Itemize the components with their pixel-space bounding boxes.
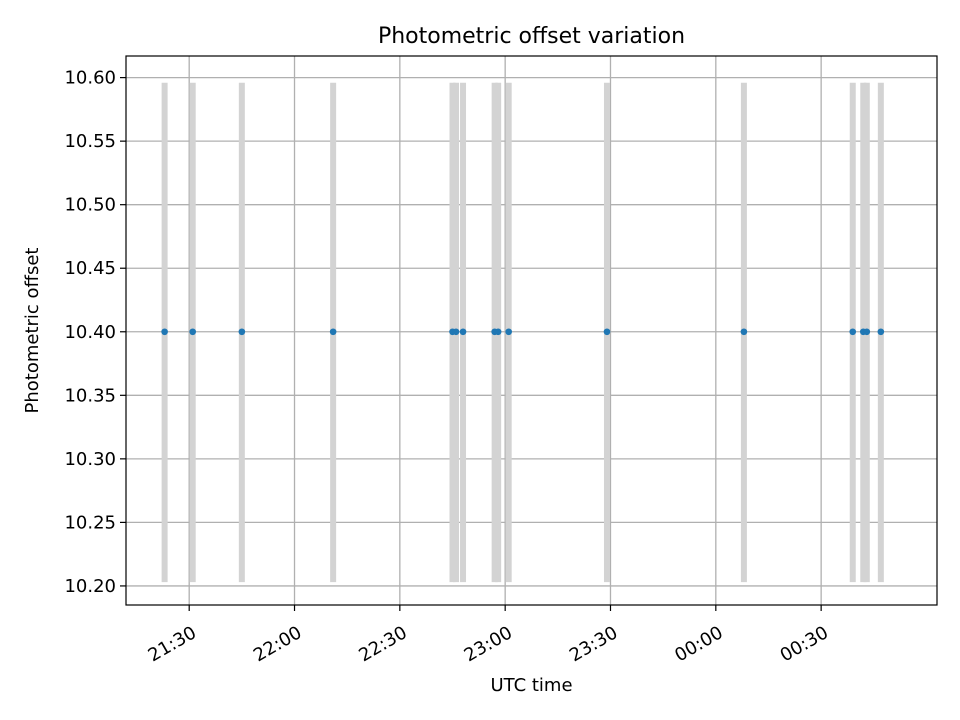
data-point [877, 328, 885, 336]
data-point [603, 328, 611, 336]
x-tick-label: 00:30 [777, 622, 832, 666]
y-tick-label: 10.40 [64, 322, 116, 343]
y-tick-label: 10.25 [64, 512, 116, 533]
x-tick-label: 21:30 [145, 622, 200, 666]
x-tick-label: 22:30 [355, 622, 410, 666]
y-axis-label: Photometric offset [22, 248, 43, 414]
plot-frame [125, 55, 938, 606]
x-tick-label: 23:00 [461, 622, 516, 666]
y-tick-label: 10.35 [64, 385, 116, 406]
data-points [161, 328, 885, 336]
x-tick-label: 00:00 [671, 622, 726, 666]
data-point [494, 328, 502, 336]
x-axis-label: UTC time [490, 675, 572, 696]
x-tick-label: 23:30 [566, 622, 621, 666]
y-tick-label: 10.45 [64, 258, 116, 279]
y-tick-label: 10.20 [64, 576, 116, 597]
y-axis-ticks: 10.20 10.25 10.30 10.35 10.40 10.45 10.50 10.55… [64, 68, 126, 597]
data-point [161, 328, 168, 336]
y-tick-label: 10.55 [64, 131, 116, 152]
data-point [238, 328, 246, 336]
data-point [459, 328, 467, 336]
y-tick-label: 10.30 [64, 449, 116, 470]
data-point [452, 328, 460, 336]
data-point [740, 328, 748, 336]
x-tick-label: 22:00 [250, 622, 305, 666]
data-point [329, 328, 337, 336]
grid-lines [126, 56, 937, 605]
data-point [849, 328, 857, 336]
y-tick-label: 10.60 [64, 68, 116, 89]
data-point [189, 328, 197, 336]
x-axis-ticks: 21:30 22:00 22:30 23:00 23:30 00:00 00:30 [145, 605, 832, 666]
data-point [863, 328, 871, 336]
y-tick-label: 10.50 [64, 195, 116, 216]
data-point [505, 328, 512, 336]
chart-title: Photometric offset variation [378, 24, 685, 49]
